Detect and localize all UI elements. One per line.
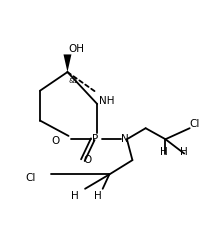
Text: OH: OH [68, 44, 85, 54]
Text: Cl: Cl [190, 119, 200, 129]
Text: NH: NH [99, 96, 115, 106]
Text: N: N [121, 134, 129, 144]
Polygon shape [64, 54, 71, 72]
Text: P: P [92, 134, 99, 144]
Text: H: H [180, 147, 188, 157]
Text: O: O [52, 136, 60, 147]
Text: Cl: Cl [25, 173, 35, 183]
Text: &1: &1 [68, 78, 78, 84]
Text: H: H [71, 192, 79, 201]
Text: H: H [161, 147, 168, 157]
Text: O: O [83, 155, 91, 165]
Text: H: H [94, 192, 102, 201]
